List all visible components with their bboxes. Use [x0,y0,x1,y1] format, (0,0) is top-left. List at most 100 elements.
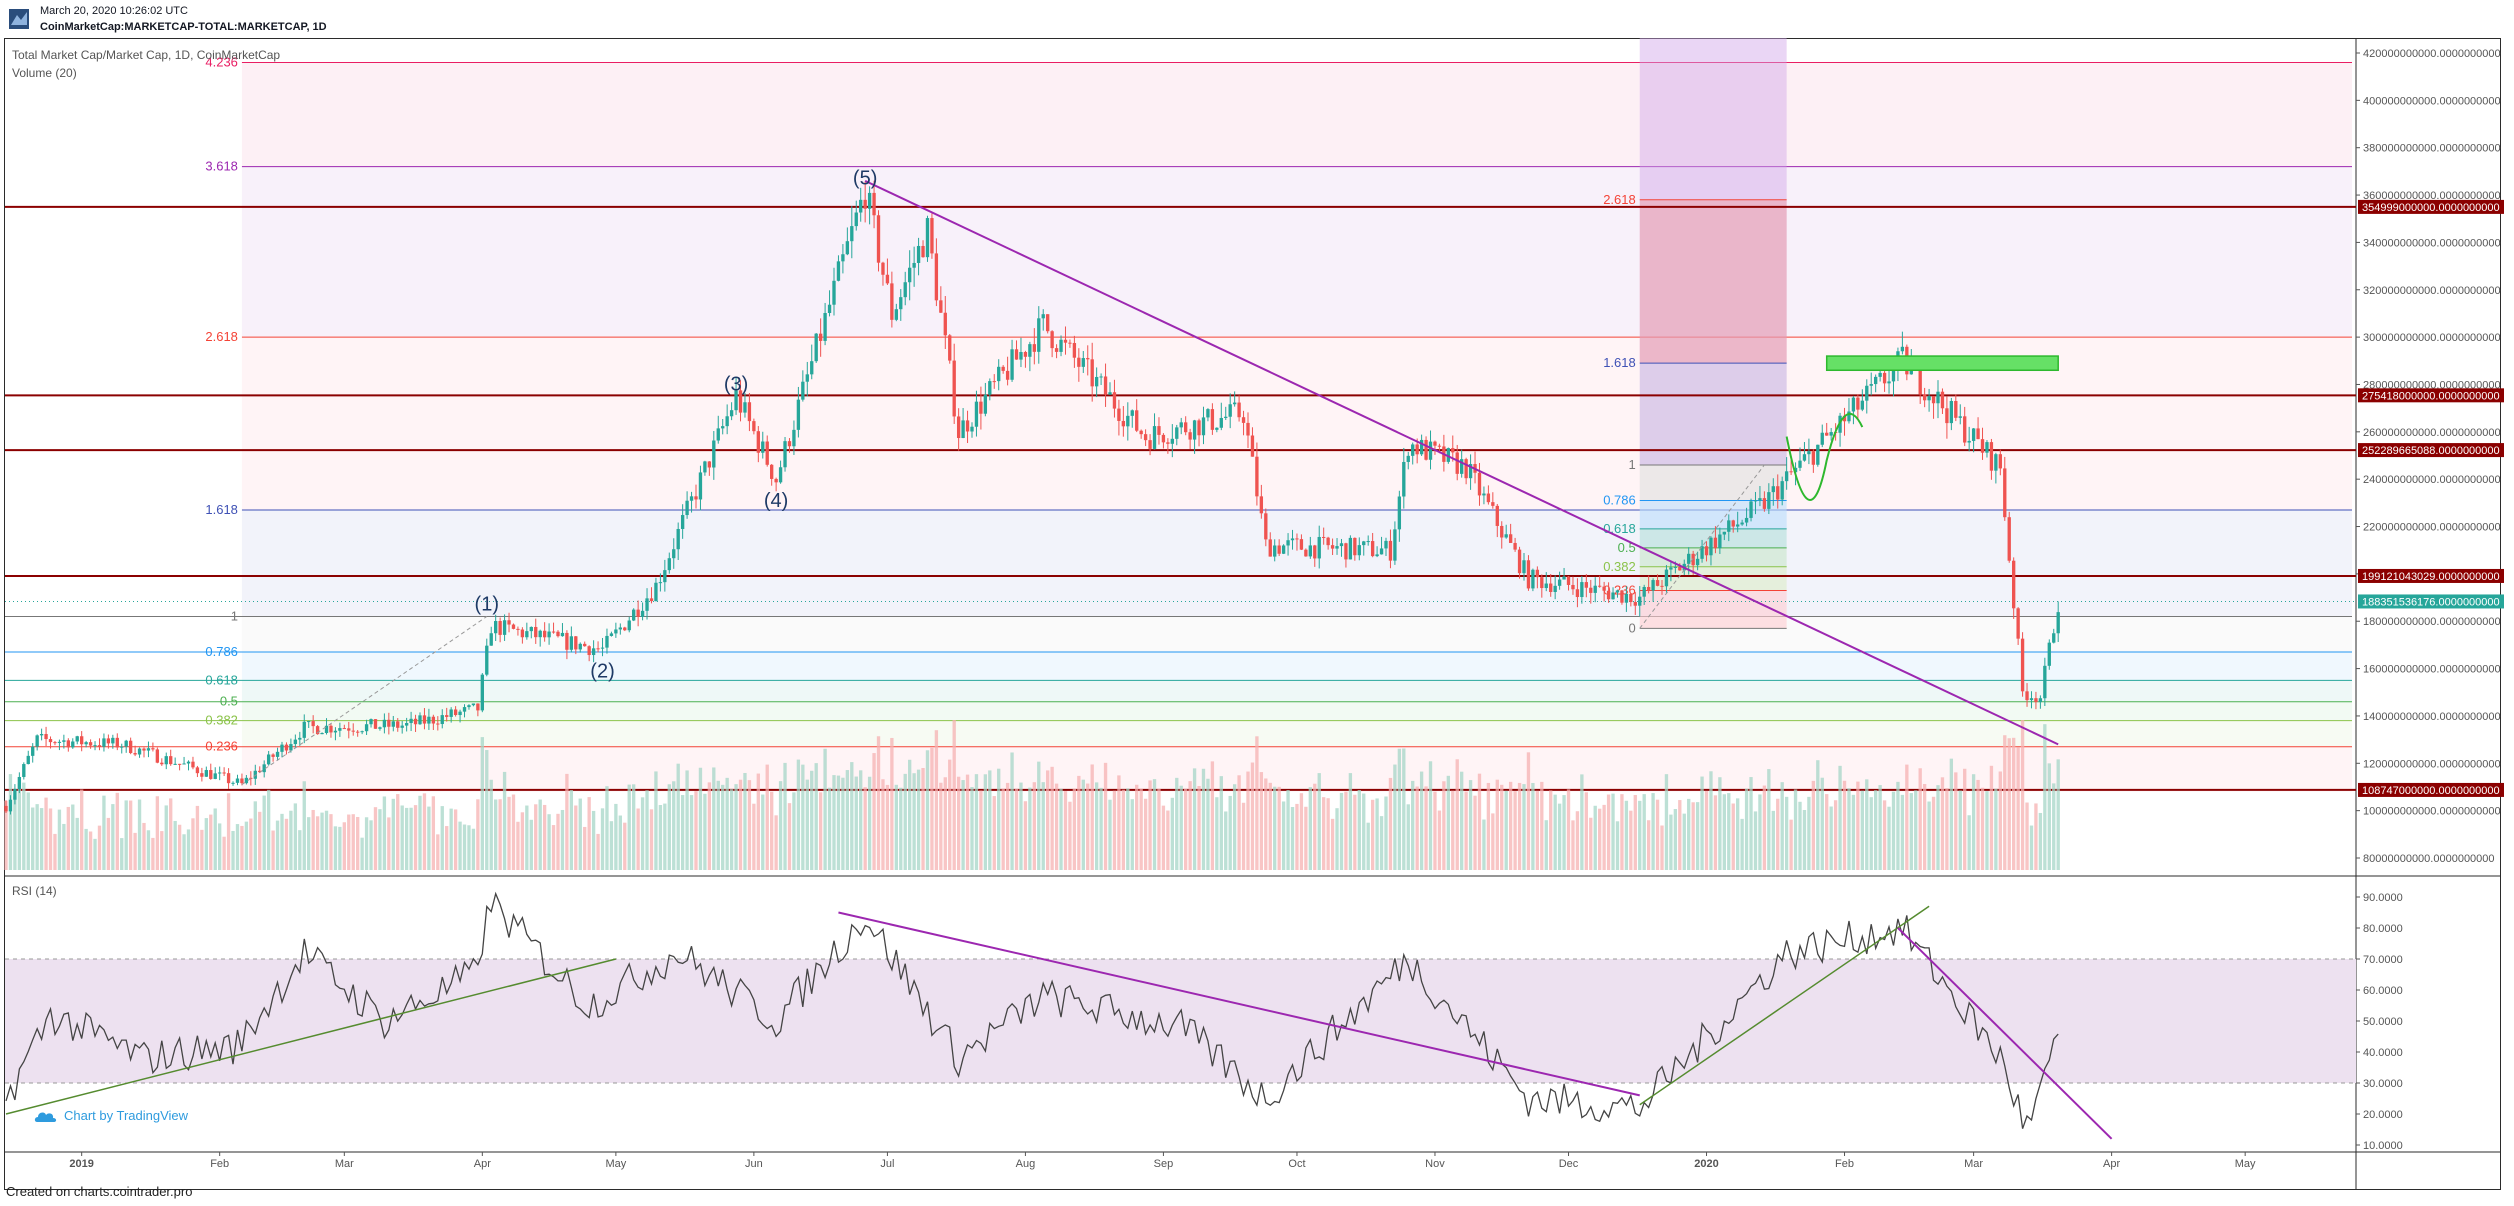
candle[interactable] [547,623,551,645]
candle[interactable] [823,302,827,346]
candle[interactable] [396,718,400,732]
candle[interactable] [2016,607,2020,645]
candle[interactable] [387,712,391,735]
candle[interactable] [1927,388,1931,412]
candle[interactable] [293,734,298,748]
candle[interactable] [934,238,939,307]
candle[interactable] [1304,548,1308,557]
rsi-pane[interactable]: 90.0000 80.0000 70.0000 60.0000 50.0000 40.00… [5,891,2403,1152]
candle[interactable] [605,628,609,654]
candle[interactable] [39,728,44,741]
candle[interactable] [1736,511,1740,533]
candle[interactable] [614,622,618,638]
descending-trendline[interactable] [864,179,2059,746]
candle[interactable] [565,630,569,660]
candle[interactable] [890,271,894,328]
candle[interactable] [1068,339,1072,348]
candle[interactable] [1375,546,1379,558]
candle[interactable] [1593,577,1597,603]
candle[interactable] [307,720,311,729]
candle[interactable] [912,246,916,287]
candle[interactable] [1504,524,1508,539]
candle[interactable] [4,800,8,814]
candle[interactable] [2025,683,2029,707]
candle[interactable] [2052,628,2056,644]
candle[interactable] [1727,514,1731,542]
candle[interactable] [1526,555,1531,591]
candle[interactable] [2043,657,2047,707]
candle[interactable] [792,420,796,455]
candle[interactable] [1326,536,1330,550]
candle[interactable] [1994,452,1998,484]
candle[interactable] [1099,373,1103,386]
rsi-trendline[interactable] [1897,927,2113,1140]
candle[interactable] [783,436,787,472]
candle[interactable] [1638,586,1642,617]
candle[interactable] [1580,576,1584,604]
candle[interactable] [2020,632,2025,697]
candle[interactable] [378,726,382,731]
candle[interactable] [467,704,471,710]
candle[interactable] [1704,541,1709,562]
candle[interactable] [1678,563,1682,571]
candle[interactable] [151,742,155,752]
candle[interactable] [676,522,680,561]
candle[interactable] [1135,399,1139,433]
candle[interactable] [462,704,467,718]
candle[interactable] [373,719,378,729]
candle[interactable] [1010,339,1014,382]
candle[interactable] [752,418,756,435]
candle[interactable] [1286,533,1290,556]
candle[interactable] [1571,576,1575,595]
candle[interactable] [13,784,17,805]
candle[interactable] [1451,435,1455,462]
candle[interactable] [845,227,850,256]
candle[interactable] [31,743,35,763]
candle[interactable] [1989,438,1994,480]
candle[interactable] [1753,491,1758,515]
candle[interactable] [867,186,872,225]
candle[interactable] [787,438,792,453]
candle[interactable] [53,740,57,746]
candle[interactable] [302,714,306,744]
candle[interactable] [1054,344,1059,359]
candle[interactable] [280,741,284,758]
candle[interactable] [1219,402,1223,431]
candle[interactable] [689,491,694,513]
candle[interactable] [480,673,484,713]
candle[interactable] [1353,537,1357,561]
candle[interactable] [587,645,591,662]
candle[interactable] [1660,580,1664,595]
candle[interactable] [1406,451,1410,470]
candle[interactable] [1357,537,1361,561]
candle[interactable] [716,415,720,444]
candle[interactable] [814,332,818,363]
candle[interactable] [1566,575,1571,591]
candle[interactable] [1148,434,1152,456]
candle[interactable] [200,767,204,782]
candle[interactable] [1339,538,1344,557]
candle[interactable] [142,747,146,758]
candle[interactable] [1014,340,1019,360]
candle[interactable] [218,766,222,781]
candle[interactable] [961,408,965,439]
candle[interactable] [1215,427,1219,433]
candle[interactable] [556,630,560,638]
candle[interactable] [1157,417,1161,445]
candle[interactable] [360,730,364,735]
candle[interactable] [1152,413,1157,450]
candle[interactable] [921,240,925,258]
candle[interactable] [1232,391,1237,407]
candle[interactable] [578,642,582,653]
candle[interactable] [1295,533,1299,551]
candle[interactable] [1980,427,1985,460]
candle[interactable] [534,618,538,644]
candle[interactable] [1780,476,1784,506]
candle[interactable] [903,271,907,306]
candle[interactable] [1224,406,1228,420]
candle[interactable] [672,538,676,569]
candle[interactable] [445,707,449,722]
candle[interactable] [1455,444,1459,481]
candle[interactable] [1370,532,1375,558]
